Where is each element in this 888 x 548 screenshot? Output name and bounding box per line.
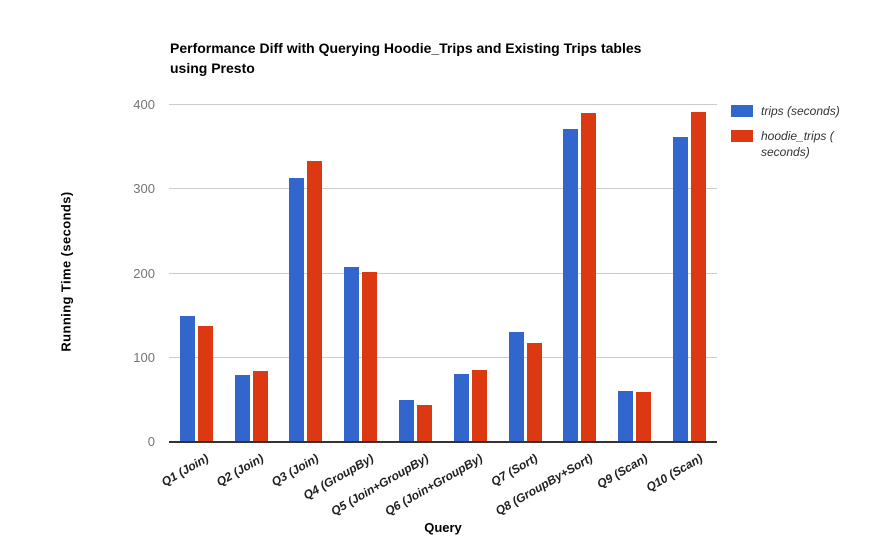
bar-series2-q2 <box>252 371 268 442</box>
bar-series1-q1 <box>179 315 195 442</box>
gridline-400 <box>169 104 717 105</box>
chart-title: Performance Diff with Querying Hoodie_Tr… <box>170 38 790 78</box>
bar-group-10 <box>662 105 717 442</box>
bar-series2-q5 <box>417 404 433 442</box>
y-tick-400: 400 <box>133 97 155 112</box>
bar-group-4 <box>333 105 388 442</box>
y-tick-0: 0 <box>147 434 155 449</box>
plot-area <box>169 104 717 443</box>
legend: trips (seconds) hoodie_trips ( seconds) <box>731 103 881 169</box>
bar-group-3 <box>279 105 334 442</box>
x-tick-q10: Q10 (Scan) <box>643 451 705 495</box>
y-tick-300: 300 <box>133 181 155 197</box>
x-tick-q1: Q1 (Join) <box>159 451 212 490</box>
bar-group-7 <box>498 105 553 442</box>
legend-swatch-1 <box>731 105 753 117</box>
bar-group-8 <box>553 105 608 442</box>
bar-series1-q3 <box>289 178 305 442</box>
bar-series2-q1 <box>197 325 213 442</box>
gridline-100 <box>169 356 717 358</box>
bar-series2-q9 <box>636 392 652 442</box>
bar-series1-q4 <box>344 266 360 442</box>
y-tick-100: 100 <box>133 349 155 365</box>
gridline-200 <box>169 272 717 274</box>
bar-series2-q4 <box>362 271 378 442</box>
bar-group-1 <box>169 105 224 442</box>
bar-series2-q6 <box>471 370 487 442</box>
bar-group-6 <box>443 105 498 442</box>
bar-series1-q5 <box>399 399 415 442</box>
bar-group-9 <box>607 105 662 442</box>
legend-entry-2: hoodie_trips ( seconds) <box>731 128 881 160</box>
legend-label-1: trips (seconds) <box>761 104 840 118</box>
x-tick-q8: Q8 (GroupBy+Sort) <box>493 451 595 518</box>
bar-series1-q9 <box>618 391 634 442</box>
bar-series1-q6 <box>453 373 469 442</box>
legend-swatch-2 <box>731 130 753 142</box>
y-tick-200: 200 <box>133 265 155 281</box>
bar-series2-q3 <box>307 161 323 442</box>
bar-series1-q8 <box>563 129 579 442</box>
bar-group-5 <box>388 105 443 442</box>
x-axis-title: Query <box>424 520 462 535</box>
legend-entry-1: trips (seconds) <box>731 103 881 119</box>
bar-series1-q7 <box>508 331 524 442</box>
chart-title-line-1: Performance Diff with Querying Hoodie_Tr… <box>170 40 642 56</box>
x-axis-line <box>169 441 717 443</box>
y-axis-title: Running Time (seconds) <box>58 191 74 352</box>
bar-series2-q7 <box>526 343 542 442</box>
bar-series2-q10 <box>691 111 707 442</box>
chart-title-line-2: using Presto <box>170 60 255 76</box>
legend-label-2: hoodie_trips ( seconds) <box>761 129 834 159</box>
x-tick-q5: Q5 (Join+GroupBy) <box>328 451 431 519</box>
bar-series1-q10 <box>673 137 689 442</box>
x-tick-q2: Q2 (Join) <box>214 451 267 490</box>
x-tick-q9: Q9 (Scan) <box>594 451 650 492</box>
x-tick-q6: Q6 (Join+GroupBy) <box>382 451 486 519</box>
bar-series1-q2 <box>234 374 250 442</box>
bar-groups <box>169 105 717 442</box>
gridline-300 <box>169 188 717 190</box>
bar-series2-q8 <box>581 113 597 442</box>
bar-group-2 <box>224 105 279 442</box>
